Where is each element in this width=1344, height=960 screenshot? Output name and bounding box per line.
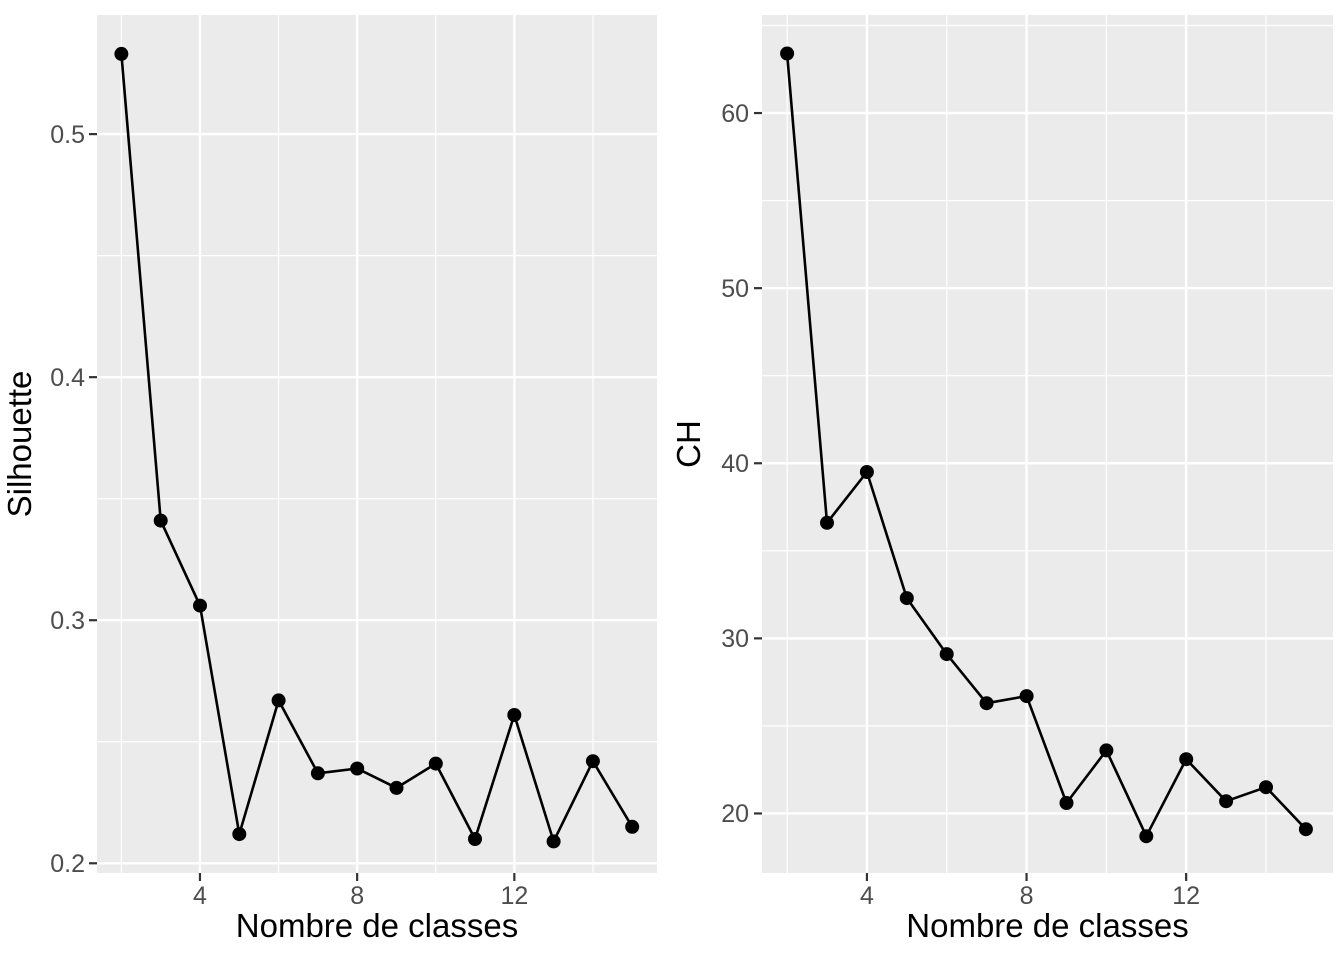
x-axis-title: Nombre de classes: [236, 907, 518, 944]
data-point: [899, 591, 914, 606]
x-tick-label: 12: [1172, 882, 1200, 910]
data-point: [271, 693, 286, 708]
data-point: [1059, 796, 1074, 810]
data-point: [310, 766, 325, 781]
data-point: [625, 819, 640, 834]
data-point: [546, 834, 561, 849]
y-tick-label: 30: [721, 625, 749, 653]
ch-chart: 4 8 12 20 30 40 50 60 Nombre de classes CH: [672, 0, 1344, 960]
data-point: [1179, 752, 1194, 767]
data-point: [780, 46, 795, 61]
y-tick-label: 0.2: [50, 850, 85, 878]
y-tick-label: 60: [721, 100, 749, 128]
x-axis-title: Nombre de classes: [906, 907, 1188, 944]
silhouette-chart: 4 8 12 0.2 0.3 0.4 0.5 Nombre de classes Silhoue…: [1, 15, 657, 944]
panel-background: [762, 15, 1333, 873]
y-tick-label: 0.5: [50, 121, 85, 149]
x-tick-label: 8: [1020, 882, 1034, 910]
data-point: [939, 647, 954, 662]
data-point: [193, 598, 207, 613]
panel-background: [97, 15, 657, 873]
data-point: [468, 832, 482, 846]
data-point: [820, 515, 834, 530]
x-tick-label: 12: [500, 882, 528, 910]
y-tick-label: 0.4: [50, 364, 85, 392]
data-line: [785, 53, 1307, 838]
y-axis-title: Silhouette: [1, 371, 38, 518]
data-point: [1219, 794, 1234, 809]
data-point: [859, 465, 874, 479]
data-point: [389, 780, 404, 795]
y-tick-label: 40: [721, 450, 749, 478]
data-point: [585, 754, 600, 769]
y-tick-label: 0.3: [50, 607, 85, 635]
x-tick-label: 8: [350, 882, 364, 910]
data-point: [114, 46, 129, 61]
x-tick-label: 4: [860, 882, 874, 910]
x-tick-label: 4: [193, 882, 207, 910]
data-point: [1298, 822, 1313, 837]
data-line: [120, 53, 634, 843]
data-point: [428, 756, 443, 771]
data-point: [153, 513, 168, 528]
y-axis-title: CH: [672, 420, 707, 468]
data-point: [979, 696, 994, 711]
data-point: [507, 708, 522, 722]
data-point: [1019, 689, 1034, 704]
y-tick-label: 20: [721, 800, 749, 828]
data-point: [1259, 780, 1273, 795]
data-point: [1139, 829, 1154, 844]
data-point: [350, 761, 365, 776]
data-point: [1099, 743, 1114, 758]
data-point: [232, 827, 247, 842]
y-tick-label: 50: [721, 275, 749, 303]
